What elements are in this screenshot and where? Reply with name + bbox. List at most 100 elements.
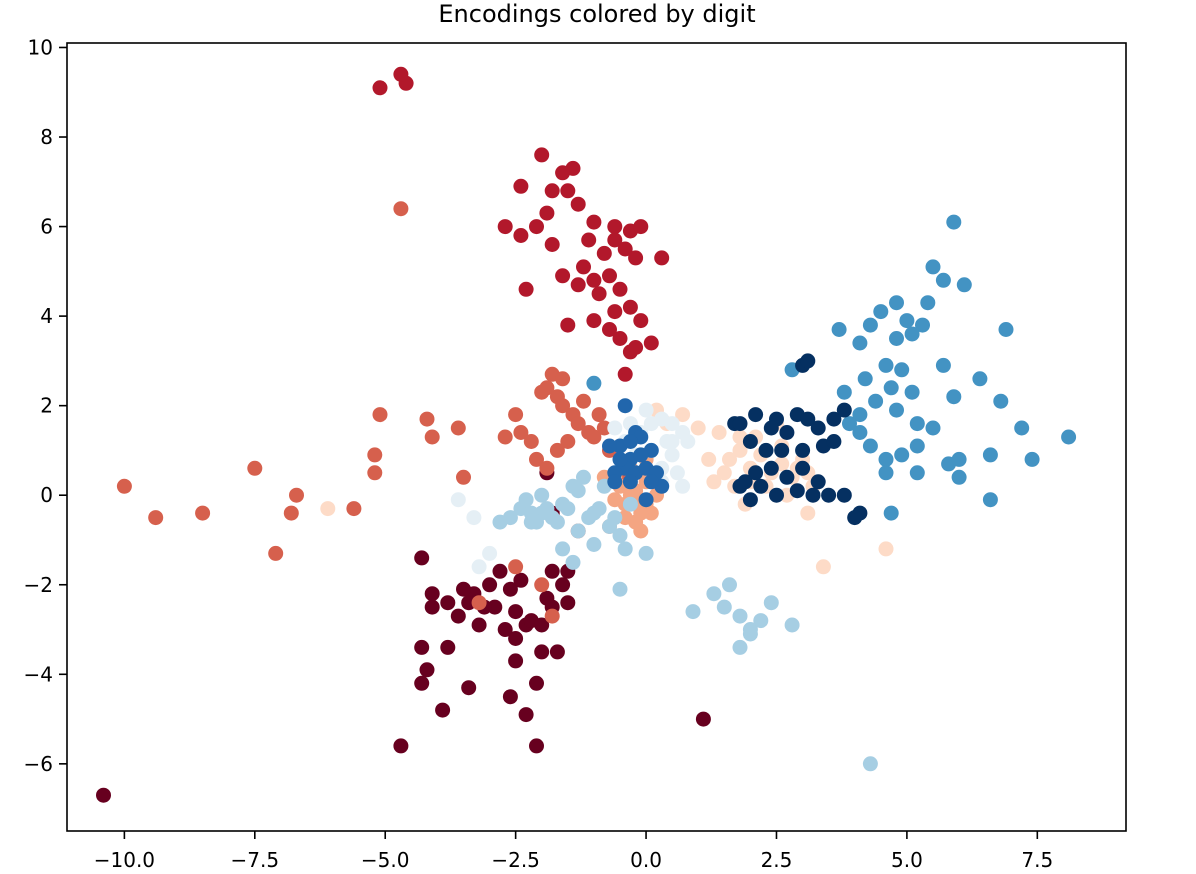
scatter-point-0-15 — [502, 581, 518, 597]
scatter-point-4-3 — [722, 451, 737, 467]
scatter-point-7-42 — [951, 469, 967, 485]
scatter-point-7-8 — [915, 317, 930, 333]
scatter-point-2-14 — [450, 420, 466, 436]
scatter-point-5-20 — [607, 420, 623, 436]
scatter-point-1-13 — [586, 214, 602, 230]
scatter-point-6-32 — [722, 577, 737, 593]
scatter-point-7-41 — [909, 465, 925, 481]
scatter-point-1-19 — [581, 232, 597, 248]
scatter-point-8-0 — [617, 398, 633, 414]
scatter-point-8-7 — [622, 474, 638, 490]
scatter-point-7-46 — [852, 425, 868, 440]
scatter-point-9-21 — [810, 474, 826, 490]
scatter-point-4-27 — [706, 474, 722, 490]
scatter-point-7-14 — [998, 322, 1014, 337]
scatter-point-9-11 — [826, 411, 842, 427]
scatter-point-0-26 — [513, 572, 529, 588]
scatter-point-2-25 — [555, 371, 571, 387]
scatter-point-1-34 — [586, 313, 602, 329]
scatter-point-8-19 — [643, 474, 659, 490]
scatter-point-8-11 — [612, 451, 628, 467]
scatter-point-7-3 — [956, 277, 972, 293]
scatter-point-1-5 — [555, 165, 571, 181]
scatter-point-0-10 — [508, 653, 524, 669]
x-tick-label-5: 2.5 — [761, 848, 793, 872]
scatter-point-7-1 — [925, 259, 941, 275]
scatter-point-6-39 — [732, 639, 748, 655]
scatter-point-1-0 — [372, 80, 388, 96]
x-axis: −10.0 −7.5 −5.0 −2.5 0.0 2.5 5.0 7.5 — [94, 831, 1053, 872]
scatter-point-2-35 — [560, 434, 576, 449]
scatter-point-9-15 — [795, 442, 811, 458]
scatter-point-2-37 — [534, 577, 550, 593]
scatter-point-9-3 — [732, 416, 748, 432]
scatter-point-7-0 — [946, 214, 962, 230]
scatter-point-2-42 — [539, 380, 555, 396]
scatter-point-5-4 — [638, 402, 654, 418]
scatter-point-7-31 — [1061, 429, 1077, 445]
scatter-point-1-29 — [612, 281, 628, 297]
scatter-point-1-42 — [617, 366, 633, 382]
scatter-point-2-10 — [367, 465, 383, 481]
scatter-point-1-10 — [497, 219, 513, 235]
scatter-point-5-18 — [643, 416, 659, 432]
y-axis: −6 −4 −2 0 2 4 6 8 10 — [24, 35, 67, 776]
scatter-point-0-3 — [518, 707, 534, 723]
scatter-point-4-19 — [701, 451, 717, 467]
scatter-point-7-43 — [982, 492, 998, 508]
scatter-point-1-2 — [393, 66, 409, 82]
y-tick-label-0: −6 — [24, 752, 53, 776]
scatter-point-2-19 — [523, 434, 539, 449]
scatter-point-1-16 — [633, 219, 649, 235]
scatter-point-1-7 — [544, 183, 560, 199]
scatter-point-0-5 — [529, 675, 544, 691]
scatter-point-7-37 — [951, 451, 967, 467]
scatter-point-9-9 — [800, 411, 816, 427]
scatter-point-4-20 — [716, 465, 732, 481]
scatter-point-2-39 — [508, 559, 524, 575]
scatter-point-6-30 — [706, 586, 722, 602]
scatter-point-7-44 — [883, 505, 899, 521]
scatter-point-8-14 — [638, 492, 654, 508]
scatter-point-1-18 — [544, 237, 560, 252]
scatter-point-4-2 — [711, 425, 727, 440]
scatter-point-7-35 — [909, 438, 925, 454]
scatter-point-6-37 — [763, 595, 779, 611]
scatter-point-0-13 — [471, 617, 487, 633]
scatter-point-6-29 — [685, 604, 701, 620]
scatter-point-0-41 — [440, 639, 456, 655]
scatter-point-2-34 — [576, 393, 591, 409]
scatter-point-9-25 — [789, 483, 805, 499]
scatter-point-0-27 — [440, 595, 456, 611]
y-tick-label-7: 8 — [40, 125, 53, 149]
scatter-point-2-17 — [508, 407, 524, 423]
scatter-point-7-9 — [862, 317, 878, 333]
scatter-point-6-19 — [576, 469, 591, 485]
scatter-point-0-8 — [419, 662, 435, 678]
scatter-point-7-16 — [894, 362, 910, 378]
scatter-point-0-30 — [450, 608, 466, 624]
scatter-point-1-36 — [612, 331, 628, 346]
scatter-point-0-23 — [508, 631, 524, 646]
scatter-point-9-4 — [742, 434, 758, 449]
chart-title: Encodings colored by digit — [438, 0, 755, 28]
scatter-point-2-6 — [283, 505, 299, 521]
scatter-point-1-27 — [586, 272, 602, 288]
scatter-point-7-6 — [873, 304, 889, 320]
scatter-point-9-13 — [758, 442, 774, 458]
scatter-point-1-26 — [570, 277, 586, 293]
scatter-point-2-2 — [148, 510, 164, 526]
scatter-point-6-22 — [617, 541, 633, 557]
scatter-point-7-38 — [982, 447, 998, 463]
scatter-point-7-17 — [935, 357, 951, 373]
scatter-point-3-6 — [633, 523, 649, 539]
scatter-point-0-18 — [555, 577, 571, 593]
scatter-point-7-5 — [889, 295, 904, 311]
scatter-point-4-18 — [878, 541, 894, 557]
scatter-point-1-40 — [576, 259, 591, 275]
scatter-point-1-14 — [607, 219, 623, 235]
scatter-point-5-0 — [450, 492, 466, 508]
scatter-point-2-33 — [596, 420, 612, 436]
scatter-point-2-13 — [424, 429, 440, 445]
scatter-point-4-24 — [690, 420, 706, 436]
